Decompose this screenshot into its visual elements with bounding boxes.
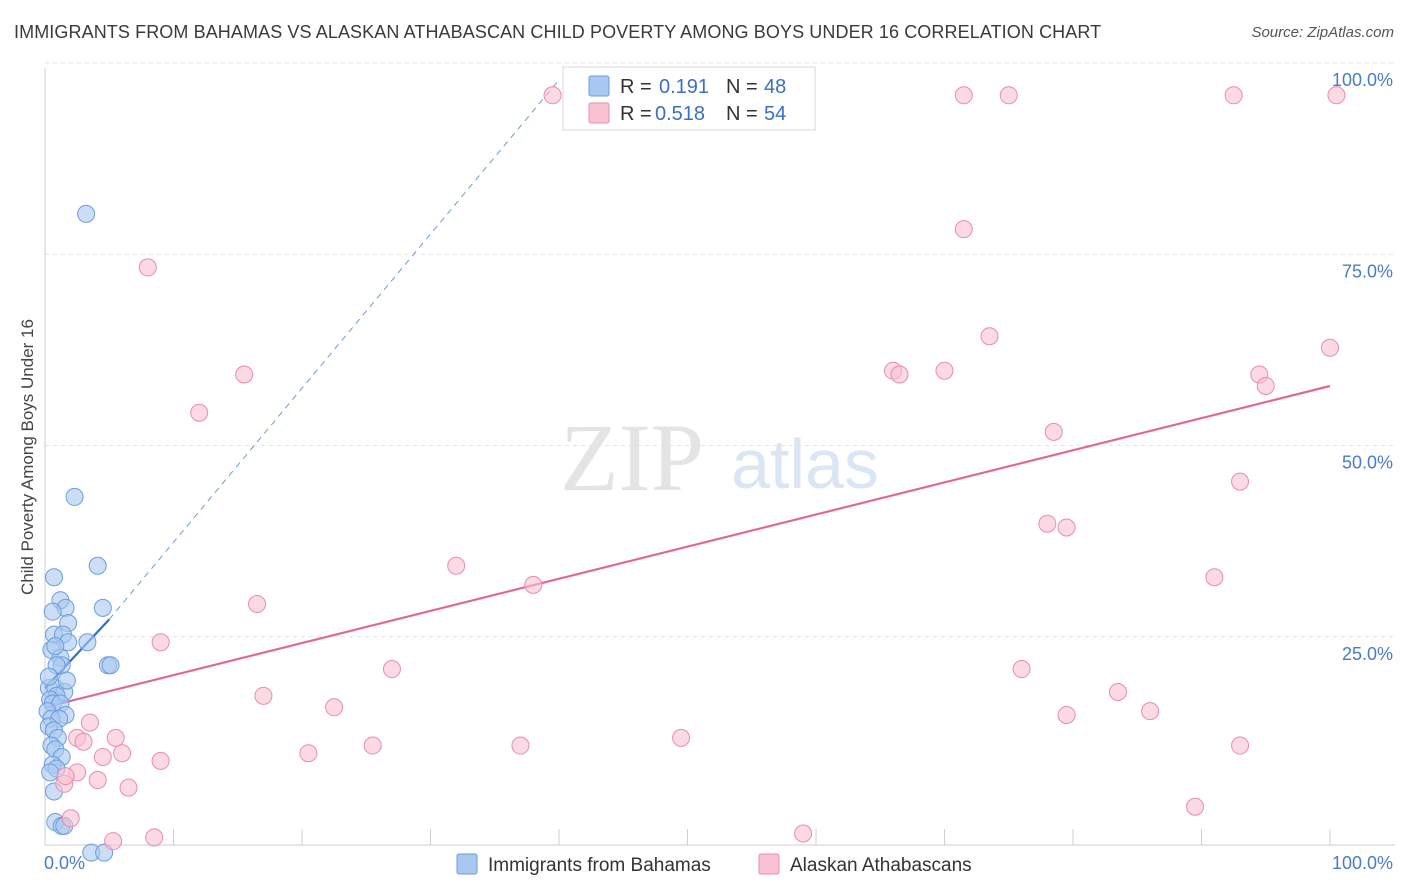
point-bahamas — [41, 763, 60, 782]
source-label: Source: ZipAtlas.com — [1251, 24, 1394, 41]
point-bahamas — [65, 487, 84, 506]
point-athabascan — [1057, 518, 1076, 537]
point-athabascan — [382, 660, 401, 679]
point-athabascan — [511, 736, 530, 755]
point-athabascan — [151, 633, 170, 652]
y-tick-label: 50.0% — [1342, 453, 1393, 473]
chart-title: IMMIGRANTS FROM BAHAMAS VS ALASKAN ATHAB… — [14, 22, 1102, 42]
y-axis-label: Child Poverty Among Boys Under 16 — [18, 319, 37, 595]
y-tick-label: 25.0% — [1342, 644, 1393, 664]
legend-n-value-2: 54 — [764, 103, 786, 125]
point-athabascan — [980, 327, 999, 346]
point-athabascan — [88, 770, 107, 789]
point-athabascan — [999, 86, 1018, 105]
point-athabascan — [1224, 86, 1243, 105]
tick-labels: 25.0% 50.0% 75.0% 100.0% 0.0% 100.0% — [44, 70, 1393, 873]
point-athabascan — [1141, 702, 1160, 721]
point-athabascan — [1186, 797, 1205, 816]
point-athabascan — [113, 744, 132, 763]
point-athabascan — [543, 86, 562, 105]
point-athabascan — [1012, 660, 1031, 679]
series-legend: Immigrants from Bahamas Alaskan Athabasc… — [456, 853, 972, 876]
point-bahamas — [101, 656, 120, 675]
point-bahamas — [44, 568, 63, 587]
legend-r-label-1: R = — [620, 76, 652, 98]
point-bahamas — [93, 598, 112, 617]
point-athabascan — [1108, 683, 1127, 701]
point-athabascan — [80, 713, 99, 732]
point-athabascan — [794, 824, 813, 843]
point-athabascan — [672, 728, 691, 747]
legend-n-value-1: 48 — [764, 76, 786, 98]
point-athabascan — [1231, 472, 1250, 491]
point-athabascan — [1256, 377, 1275, 395]
point-athabascan — [190, 403, 209, 422]
legend-swatch-athabascan — [588, 102, 610, 124]
point-bahamas — [39, 667, 58, 686]
point-athabascan — [119, 778, 138, 797]
watermark-atlas: atlas — [731, 425, 879, 503]
y-tick-label: 75.0% — [1342, 261, 1393, 281]
point-athabascan — [299, 744, 318, 763]
legend-r-value-1: 0.191 — [659, 76, 709, 98]
point-athabascan — [1057, 705, 1076, 724]
point-athabascan — [104, 832, 123, 851]
trend-line-athabascan — [44, 384, 1331, 709]
legend-swatch-bahamas — [588, 75, 610, 97]
trend-lines — [44, 79, 1331, 709]
point-athabascan — [93, 748, 112, 767]
point-bahamas — [78, 633, 97, 652]
bottom-legend-swatch-bahamas — [456, 853, 478, 875]
data-points — [38, 86, 1346, 862]
point-athabascan — [1321, 338, 1339, 357]
point-athabascan — [1327, 86, 1346, 105]
point-athabascan — [138, 258, 157, 277]
bottom-legend-swatch-athabascan — [758, 853, 780, 875]
x-tick-label-max: 100.0% — [1332, 853, 1393, 873]
point-athabascan — [447, 556, 466, 575]
point-athabascan — [74, 732, 93, 751]
point-athabascan — [151, 751, 170, 770]
legend-n-label-2: N = — [726, 103, 758, 125]
legend-r-label-2: R = — [620, 103, 652, 125]
point-athabascan — [1044, 422, 1063, 441]
point-athabascan — [363, 736, 382, 755]
point-athabascan — [935, 361, 954, 380]
point-bahamas — [88, 556, 107, 575]
point-athabascan — [145, 828, 164, 847]
point-athabascan — [1231, 736, 1250, 755]
axes — [44, 68, 1395, 846]
trend-line-bahamas-extension — [108, 79, 560, 620]
point-athabascan — [890, 365, 909, 384]
y-tick-label: 100.0% — [1332, 70, 1393, 90]
point-athabascan — [61, 809, 80, 828]
point-athabascan — [524, 575, 543, 594]
point-athabascan — [1205, 568, 1224, 587]
point-athabascan — [235, 365, 254, 384]
watermark-zip: ZIP — [560, 404, 704, 511]
point-athabascan — [56, 767, 75, 786]
point-athabascan — [954, 220, 973, 239]
point-bahamas — [43, 602, 62, 621]
legend-n-label-1: N = — [726, 76, 758, 98]
point-bahamas — [46, 637, 65, 656]
point-athabascan — [954, 86, 973, 105]
point-bahamas — [77, 204, 96, 223]
point-bahamas — [57, 671, 76, 690]
point-athabascan — [106, 728, 125, 747]
point-athabascan — [248, 595, 267, 614]
legend-r-value-2: 0.518 — [655, 103, 705, 125]
correlation-legend: R = 0.191 N = 48 R = 0.518 N = 54 — [562, 66, 816, 131]
gridlines — [45, 62, 1395, 638]
bottom-legend-label-bahamas: Immigrants from Bahamas — [488, 855, 711, 876]
point-athabascan — [325, 698, 344, 717]
point-athabascan — [1038, 514, 1057, 533]
point-athabascan — [254, 686, 273, 705]
x-tick-label-min: 0.0% — [44, 853, 85, 873]
bottom-legend-label-athabascan: Alaskan Athabascans — [790, 855, 972, 876]
